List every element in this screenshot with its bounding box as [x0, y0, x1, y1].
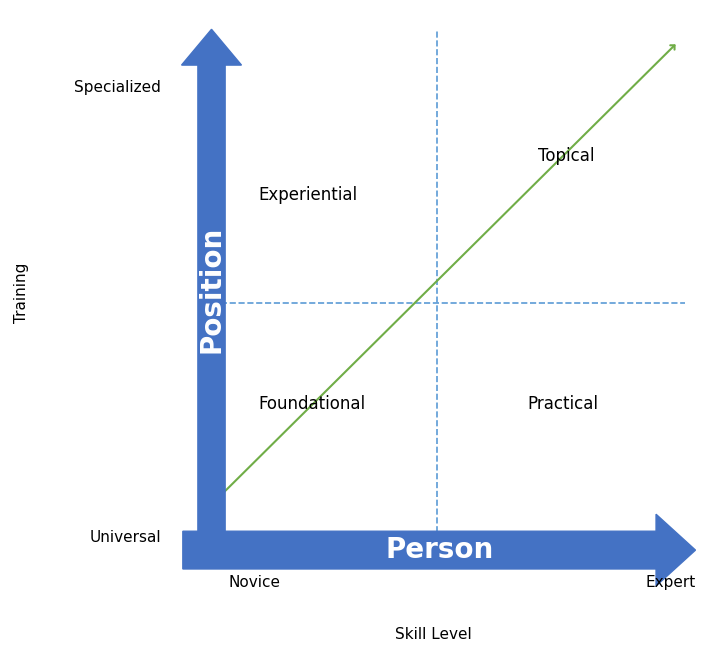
Text: Training: Training [14, 263, 29, 323]
Text: Universal: Universal [90, 529, 161, 545]
Text: Specialized: Specialized [75, 80, 161, 96]
Text: Practical: Practical [527, 395, 599, 413]
FancyArrow shape [181, 29, 242, 550]
Text: Experiential: Experiential [259, 186, 358, 204]
FancyArrow shape [183, 514, 695, 586]
Text: Skill Level: Skill Level [395, 627, 473, 643]
Text: Foundational: Foundational [258, 395, 366, 413]
Text: Position: Position [197, 226, 226, 353]
Text: Novice: Novice [229, 575, 280, 590]
Text: Topical: Topical [538, 147, 594, 165]
Text: Expert: Expert [645, 575, 695, 590]
Text: Person: Person [385, 536, 493, 564]
